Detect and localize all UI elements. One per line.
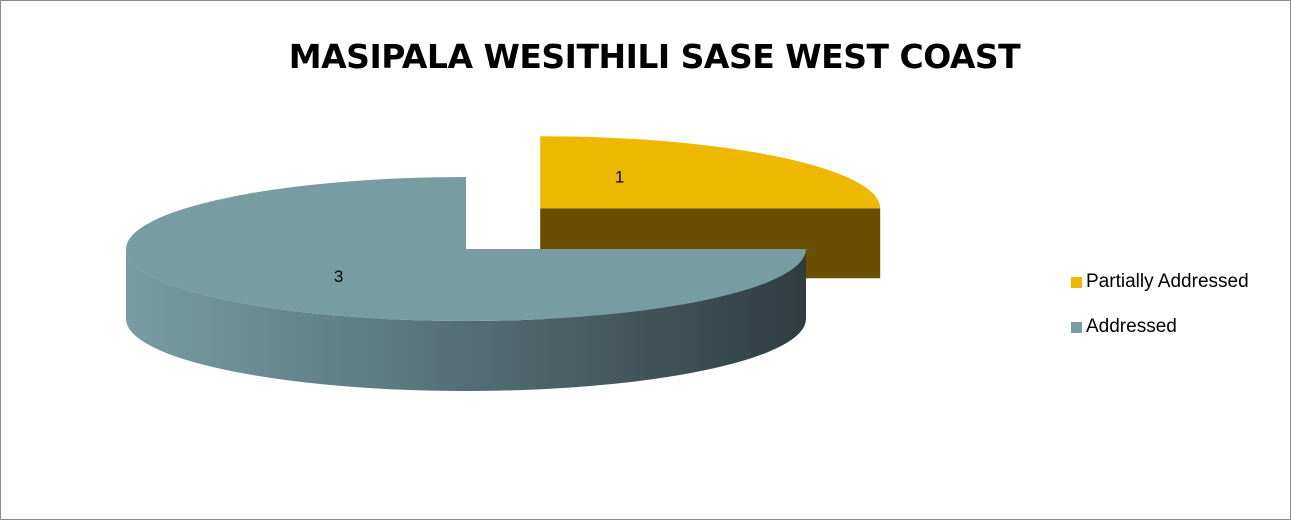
legend-label: Addressed: [1086, 316, 1177, 337]
pie-slice-partially-addressed: [540, 136, 881, 209]
legend: Partially Addressed Addressed: [1071, 271, 1249, 361]
data-label-addressed: 3: [334, 267, 343, 286]
pie-data-labels: 13: [334, 167, 624, 286]
legend-item-partially-addressed: Partially Addressed: [1071, 271, 1249, 293]
pie-slice-addressed: [126, 177, 806, 321]
chart-title: MASIPALA WESITHILI SASE WEST COAST: [288, 37, 1021, 76]
pie-slice-side-addressed: [126, 249, 806, 391]
legend-label: Partially Addressed: [1086, 271, 1249, 292]
legend-item-addressed: Addressed: [1071, 316, 1249, 338]
data-label-partially-addressed: 1: [615, 167, 624, 186]
legend-swatch-addressed: [1071, 321, 1082, 333]
legend-swatch-partially-addressed: [1071, 276, 1082, 288]
pie-slices: [126, 136, 881, 391]
